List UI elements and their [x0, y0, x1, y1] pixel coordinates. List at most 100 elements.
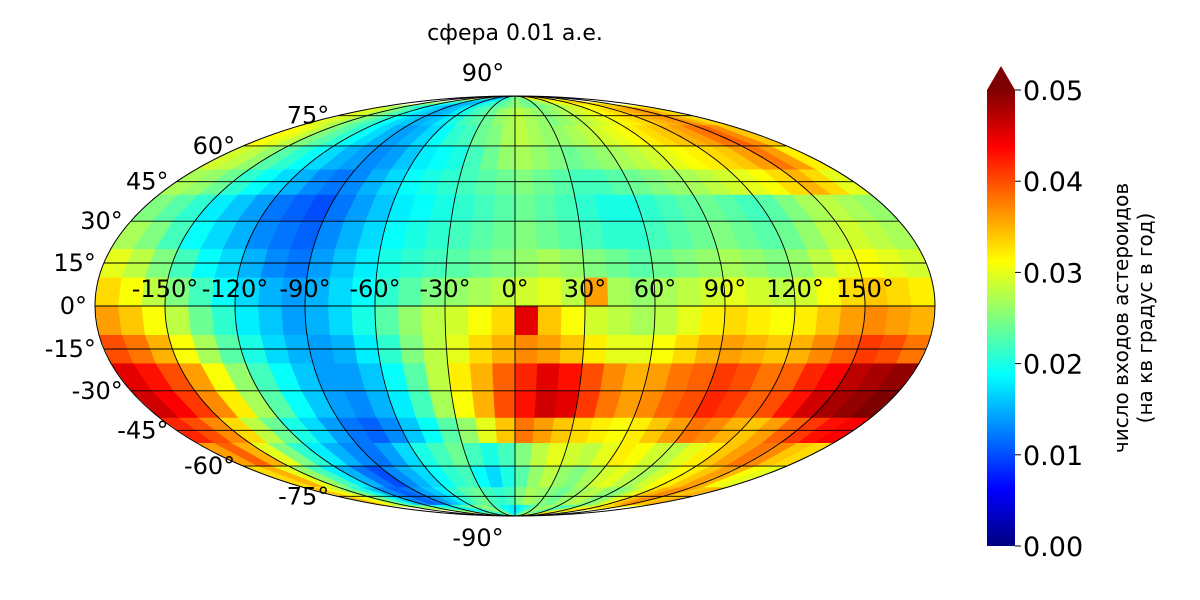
colorbar-label-line2: (на кв градус в год) — [1133, 213, 1157, 424]
colorbar: 0.00 0.01 0.02 0.03 0.04 0.05 число входов ас… — [987, 66, 1157, 563]
heat-cell — [557, 362, 583, 392]
heat-cell — [514, 145, 534, 170]
lat-tick-label: -45° — [117, 416, 168, 444]
heat-cell — [676, 276, 702, 307]
heat-cell — [584, 305, 609, 336]
heat-cell — [234, 305, 262, 336]
colorbar-tick-label: 0.01 — [1023, 441, 1083, 472]
lat-tick-label: -75° — [278, 482, 329, 510]
heat-cell — [469, 362, 494, 392]
lat-tick-label: 75° — [287, 102, 330, 130]
heat-cell — [496, 145, 516, 170]
heat-cell — [815, 305, 843, 336]
heat-cell — [884, 305, 913, 336]
colorbar-tick-label: 0.05 — [1023, 76, 1083, 107]
heat-cell — [374, 305, 400, 336]
graticule — [95, 96, 935, 516]
heat-cell — [557, 220, 583, 250]
lat-tick-label: 60° — [193, 132, 236, 160]
lat-tick-label: 90° — [462, 59, 505, 87]
lon-tick-label: -120° — [202, 275, 268, 303]
heat-cell — [907, 305, 935, 336]
colorbar-extend-arrow — [987, 66, 1015, 90]
heat-cell — [514, 442, 534, 467]
heat-cell — [536, 362, 561, 392]
colorbar-tick-label: 0.00 — [1023, 532, 1083, 563]
heat-cell — [468, 276, 493, 307]
heat-cell — [304, 305, 331, 336]
heat-cell — [534, 194, 559, 222]
heat-cell — [491, 305, 516, 336]
heat-cell — [281, 305, 308, 336]
heat-cell — [534, 390, 559, 418]
lon-tick-label: -90° — [279, 275, 330, 303]
heat-cell — [560, 305, 586, 336]
heat-cell — [514, 362, 538, 392]
heat-cell — [607, 276, 632, 307]
heat-cell — [537, 305, 562, 336]
heat-cell — [496, 442, 516, 467]
heat-cell — [536, 220, 561, 250]
heat-cell — [447, 220, 473, 250]
colorbar-tick-label: 0.04 — [1023, 167, 1083, 198]
colorbar-tick-label: 0.03 — [1023, 258, 1083, 289]
heat-cell — [117, 305, 146, 336]
heat-cell — [471, 390, 496, 418]
heat-cell — [95, 305, 123, 336]
lon-tick-label: -30° — [419, 275, 470, 303]
lat-tick-label: 30° — [80, 207, 123, 235]
heat-cell — [537, 276, 562, 307]
heat-cell — [492, 362, 516, 392]
heat-cell — [653, 305, 679, 336]
heat-cell — [722, 305, 749, 336]
lat-tick-label: -60° — [184, 452, 235, 480]
longitude-tick-labels: -150° -120° -90° -60° -30° 0° 30° 60° 90° 120° 150… — [132, 275, 894, 303]
heat-cell — [421, 305, 446, 336]
heat-cell — [699, 305, 726, 336]
heat-cell — [745, 305, 772, 336]
colorbar-label-line1: число входов астероидов — [1109, 183, 1133, 453]
colorbar-ticks: 0.00 0.01 0.02 0.03 0.04 0.05 — [1015, 76, 1083, 563]
heat-cell — [424, 362, 452, 392]
lon-tick-label: -150° — [132, 275, 198, 303]
heat-cell — [838, 305, 866, 336]
lat-tick-label: 45° — [126, 168, 169, 196]
heat-cell — [471, 194, 496, 222]
heat-cell — [328, 305, 354, 336]
heat-cell — [630, 305, 656, 336]
heat-cell — [514, 220, 538, 250]
heat-cell — [95, 276, 123, 307]
heat-cell — [514, 305, 539, 336]
heat-cell — [187, 305, 215, 336]
lat-tick-label: 15° — [53, 249, 96, 277]
lat-tick-label: -90° — [452, 524, 503, 552]
lon-tick-label: 150° — [836, 275, 894, 303]
heat-cell — [141, 305, 169, 336]
chart-title: сфера 0.01 а.е. — [427, 21, 603, 46]
heat-cell — [493, 390, 516, 418]
latitude-tick-labels: 90° 75° 60° 45°30° 15° 0° -15° -30° -45° -60° -75°… — [45, 59, 505, 552]
lat-tick-label: -30° — [72, 377, 123, 405]
heat-cell — [258, 305, 285, 336]
map-boundary — [94, 95, 936, 517]
heat-cell — [351, 305, 377, 336]
heat-cell — [398, 305, 423, 336]
heat-cell — [444, 305, 470, 336]
lon-tick-label: 60° — [634, 275, 677, 303]
lat-tick-label: -15° — [45, 335, 96, 363]
heat-cell — [607, 305, 632, 336]
lon-tick-label: 90° — [704, 275, 747, 303]
heat-cell — [211, 305, 238, 336]
heat-cell — [514, 194, 537, 222]
heat-cell — [424, 220, 452, 250]
heat-cell — [861, 305, 889, 336]
lon-tick-label: 30° — [564, 275, 607, 303]
lon-tick-label: 120° — [766, 275, 824, 303]
heat-cell — [492, 220, 516, 250]
heat-cell — [469, 220, 494, 250]
heat-cell — [468, 305, 493, 336]
heat-cell — [907, 276, 935, 307]
lat-tick-label: 0° — [60, 292, 87, 320]
colorbar-tick-label: 0.02 — [1023, 350, 1083, 381]
